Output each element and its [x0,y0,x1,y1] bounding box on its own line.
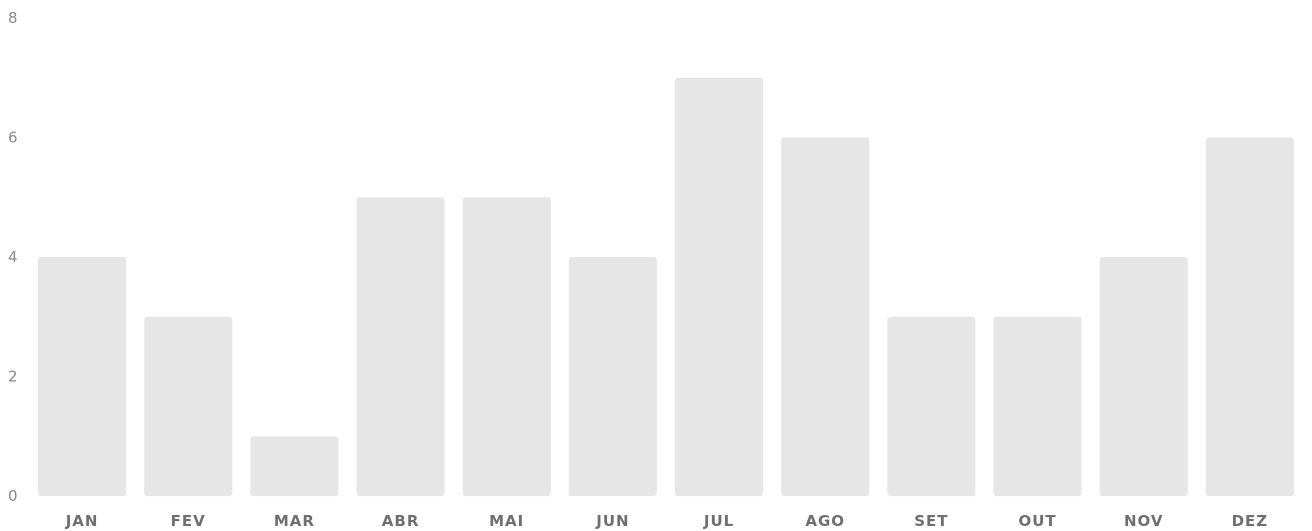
bar-abr[interactable] [356,197,445,497]
y-axis: 0 2 4 6 8 [8,9,18,505]
bar-nov[interactable] [1099,257,1188,496]
x-tick-label-out: OUT [1019,512,1057,530]
bar-ago[interactable] [781,137,870,497]
x-tick-label-mar: MAR [274,512,315,530]
x-tick-label-jun: JUN [595,512,629,530]
bar-fev[interactable] [144,316,233,497]
x-tick-label-abr: ABR [382,512,420,530]
x-tick-label-mai: MAI [489,512,524,530]
bar-mai[interactable] [462,197,551,497]
y-tick-label: 0 [8,487,18,505]
x-tick-label-set: SET [914,512,948,530]
bars [38,77,1294,497]
x-axis: JAN FEV MAR ABR MAI JUN JUL AGO SET OUT NOV DEZ [65,512,1269,530]
y-tick-label: 4 [8,248,18,266]
x-tick-label-dez: DEZ [1232,512,1269,530]
y-tick-label: 6 [8,129,18,147]
x-tick-label-ago: AGO [805,512,845,530]
bar-set[interactable] [887,316,976,497]
x-tick-label-nov: NOV [1124,512,1164,530]
y-tick-label: 8 [8,9,18,27]
x-tick-label-jul: JUL [703,512,734,530]
y-tick-label: 2 [8,368,18,386]
bar-dez[interactable] [1205,137,1294,497]
bar-mar[interactable] [250,436,339,497]
x-tick-label-fev: FEV [171,512,206,530]
bar-out[interactable] [993,316,1082,497]
x-tick-label-jan: JAN [65,512,99,530]
bar-jan[interactable] [38,257,127,496]
bar-jun[interactable] [568,257,657,496]
bar-jul[interactable] [675,77,764,497]
